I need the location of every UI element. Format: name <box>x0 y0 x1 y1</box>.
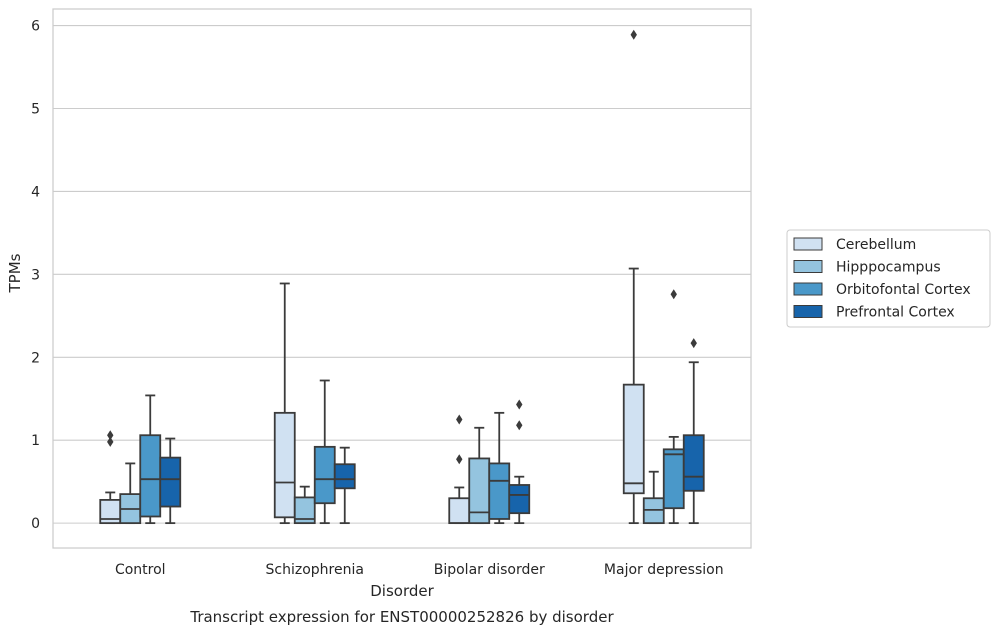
x-axis-title: Disorder <box>370 582 434 600</box>
box-1-2 <box>313 379 336 525</box>
box-2-2 <box>488 411 511 525</box>
box-body <box>468 457 491 525</box>
box-1-3 <box>333 446 356 525</box>
box-body <box>313 445 336 505</box>
x-tick-label: Bipolar disorder <box>434 562 545 578</box>
box-2-0 <box>448 414 471 525</box>
legend-swatch <box>793 305 823 318</box>
outlier-point <box>690 338 697 349</box>
y-tick-labels: 0 1 2 3 4 5 6 <box>31 19 40 533</box>
box-2-3 <box>508 399 531 525</box>
y-tick-label: 4 <box>31 184 40 200</box>
box-body <box>622 383 645 495</box>
legend-frame <box>786 229 991 328</box>
y-axis-title: TPMs <box>6 253 24 293</box>
box-body <box>333 463 356 490</box>
legend: Cerebellum Hipppocampus Orbitofontal Corte… <box>786 229 991 328</box>
box-1-0 <box>273 282 296 525</box>
outlier-point <box>107 430 114 441</box>
box-body <box>488 462 511 520</box>
y-tick-label: 2 <box>31 350 40 366</box>
box-body <box>662 448 685 510</box>
box-0-3 <box>159 437 182 525</box>
legend-swatch <box>793 237 823 251</box>
box-body <box>508 484 531 515</box>
box-0-1 <box>119 462 142 525</box>
box-3-3 <box>682 338 705 525</box>
legend-entry: Cerebellum <box>836 237 916 253</box>
x-tick-label: Major depression <box>604 562 724 578</box>
box-body <box>139 434 162 518</box>
outlier-point <box>630 29 637 40</box>
box-1-1 <box>293 485 316 525</box>
figure-caption: Transcript expression for ENST0000025282… <box>189 608 614 626</box>
y-gridlines <box>53 25 751 524</box>
x-tick-label: Schizophrenia <box>266 562 364 578</box>
box-3-0 <box>622 29 645 525</box>
box-body <box>682 434 705 492</box>
box-0-2 <box>139 394 162 525</box>
x-tick-label: Control <box>115 562 166 578</box>
box-body <box>293 496 316 525</box>
outlier-point <box>670 289 677 300</box>
outlier-point <box>456 414 463 425</box>
legend-swatch <box>793 260 823 273</box>
y-tick-label: 0 <box>31 516 40 532</box>
box-body <box>448 497 471 525</box>
legend-swatch <box>793 282 823 296</box>
box-3-2 <box>662 289 685 525</box>
y-tick-label: 3 <box>31 267 40 283</box>
box-2-1 <box>468 426 491 525</box>
y-tick-label: 1 <box>31 433 40 449</box>
plot-area-frame <box>52 8 752 549</box>
outlier-point <box>107 436 114 447</box>
box-0-0 <box>99 430 122 525</box>
box-body <box>159 456 182 508</box>
outlier-point <box>516 420 523 431</box>
box-3-1 <box>642 470 665 525</box>
legend-entry: Hipppocampus <box>836 260 941 276</box>
x-tick-labels: Control Schizophrenia Bipolar disorder Majo… <box>115 562 724 578</box>
y-tick-label: 6 <box>31 19 40 35</box>
box-plots <box>99 29 705 525</box>
box-body <box>273 411 296 519</box>
outlier-point <box>456 454 463 465</box>
legend-entry: Orbitofontal Cortex <box>836 282 971 298</box>
legend-entry: Prefrontal Cortex <box>836 305 955 321</box>
outlier-point <box>516 399 523 410</box>
y-tick-label: 5 <box>31 102 40 118</box>
